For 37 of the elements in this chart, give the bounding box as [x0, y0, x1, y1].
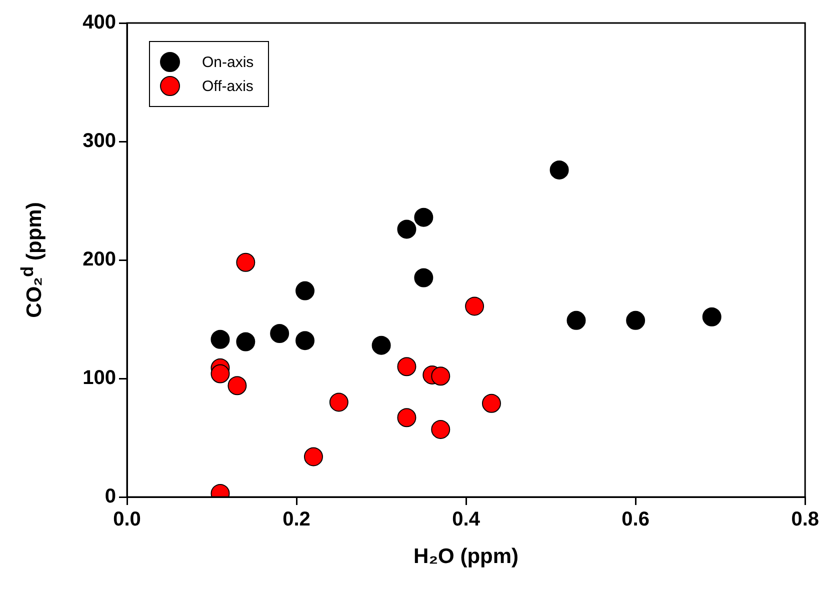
x-tick-label: 0.2 — [282, 508, 310, 531]
y-tick-label: 300 — [82, 130, 116, 152]
point — [397, 357, 416, 376]
point — [566, 310, 586, 330]
point — [465, 296, 484, 316]
y-tick-label: 0 — [104, 486, 116, 508]
point — [210, 330, 230, 349]
point — [626, 310, 646, 330]
point — [304, 447, 323, 466]
point — [550, 160, 569, 180]
point — [296, 281, 314, 300]
point — [431, 366, 450, 386]
x-tick-label: 0.0 — [113, 508, 141, 531]
x-axis-title: H₂O (ppm) — [412, 545, 520, 569]
point — [296, 331, 314, 350]
legend-label: On-axis — [202, 54, 254, 70]
point — [236, 332, 256, 352]
point — [702, 307, 722, 326]
point — [270, 324, 290, 343]
y-tick-label: 200 — [82, 248, 116, 271]
point — [397, 408, 416, 428]
point — [414, 268, 434, 288]
x-tick-label: 0.4 — [452, 508, 481, 531]
x-tick-label: 0.8 — [791, 508, 820, 531]
y-tick-label: 100 — [82, 367, 116, 390]
point — [414, 208, 434, 227]
point — [228, 376, 247, 396]
point — [210, 364, 230, 384]
y-tick-label: 400 — [82, 12, 116, 34]
point — [236, 252, 256, 272]
point — [329, 392, 348, 412]
legend-label: Off-axis — [202, 78, 254, 94]
point — [482, 394, 501, 413]
point — [397, 220, 416, 239]
point — [372, 336, 391, 355]
point — [431, 420, 450, 439]
x-tick-label: 0.6 — [622, 508, 650, 531]
